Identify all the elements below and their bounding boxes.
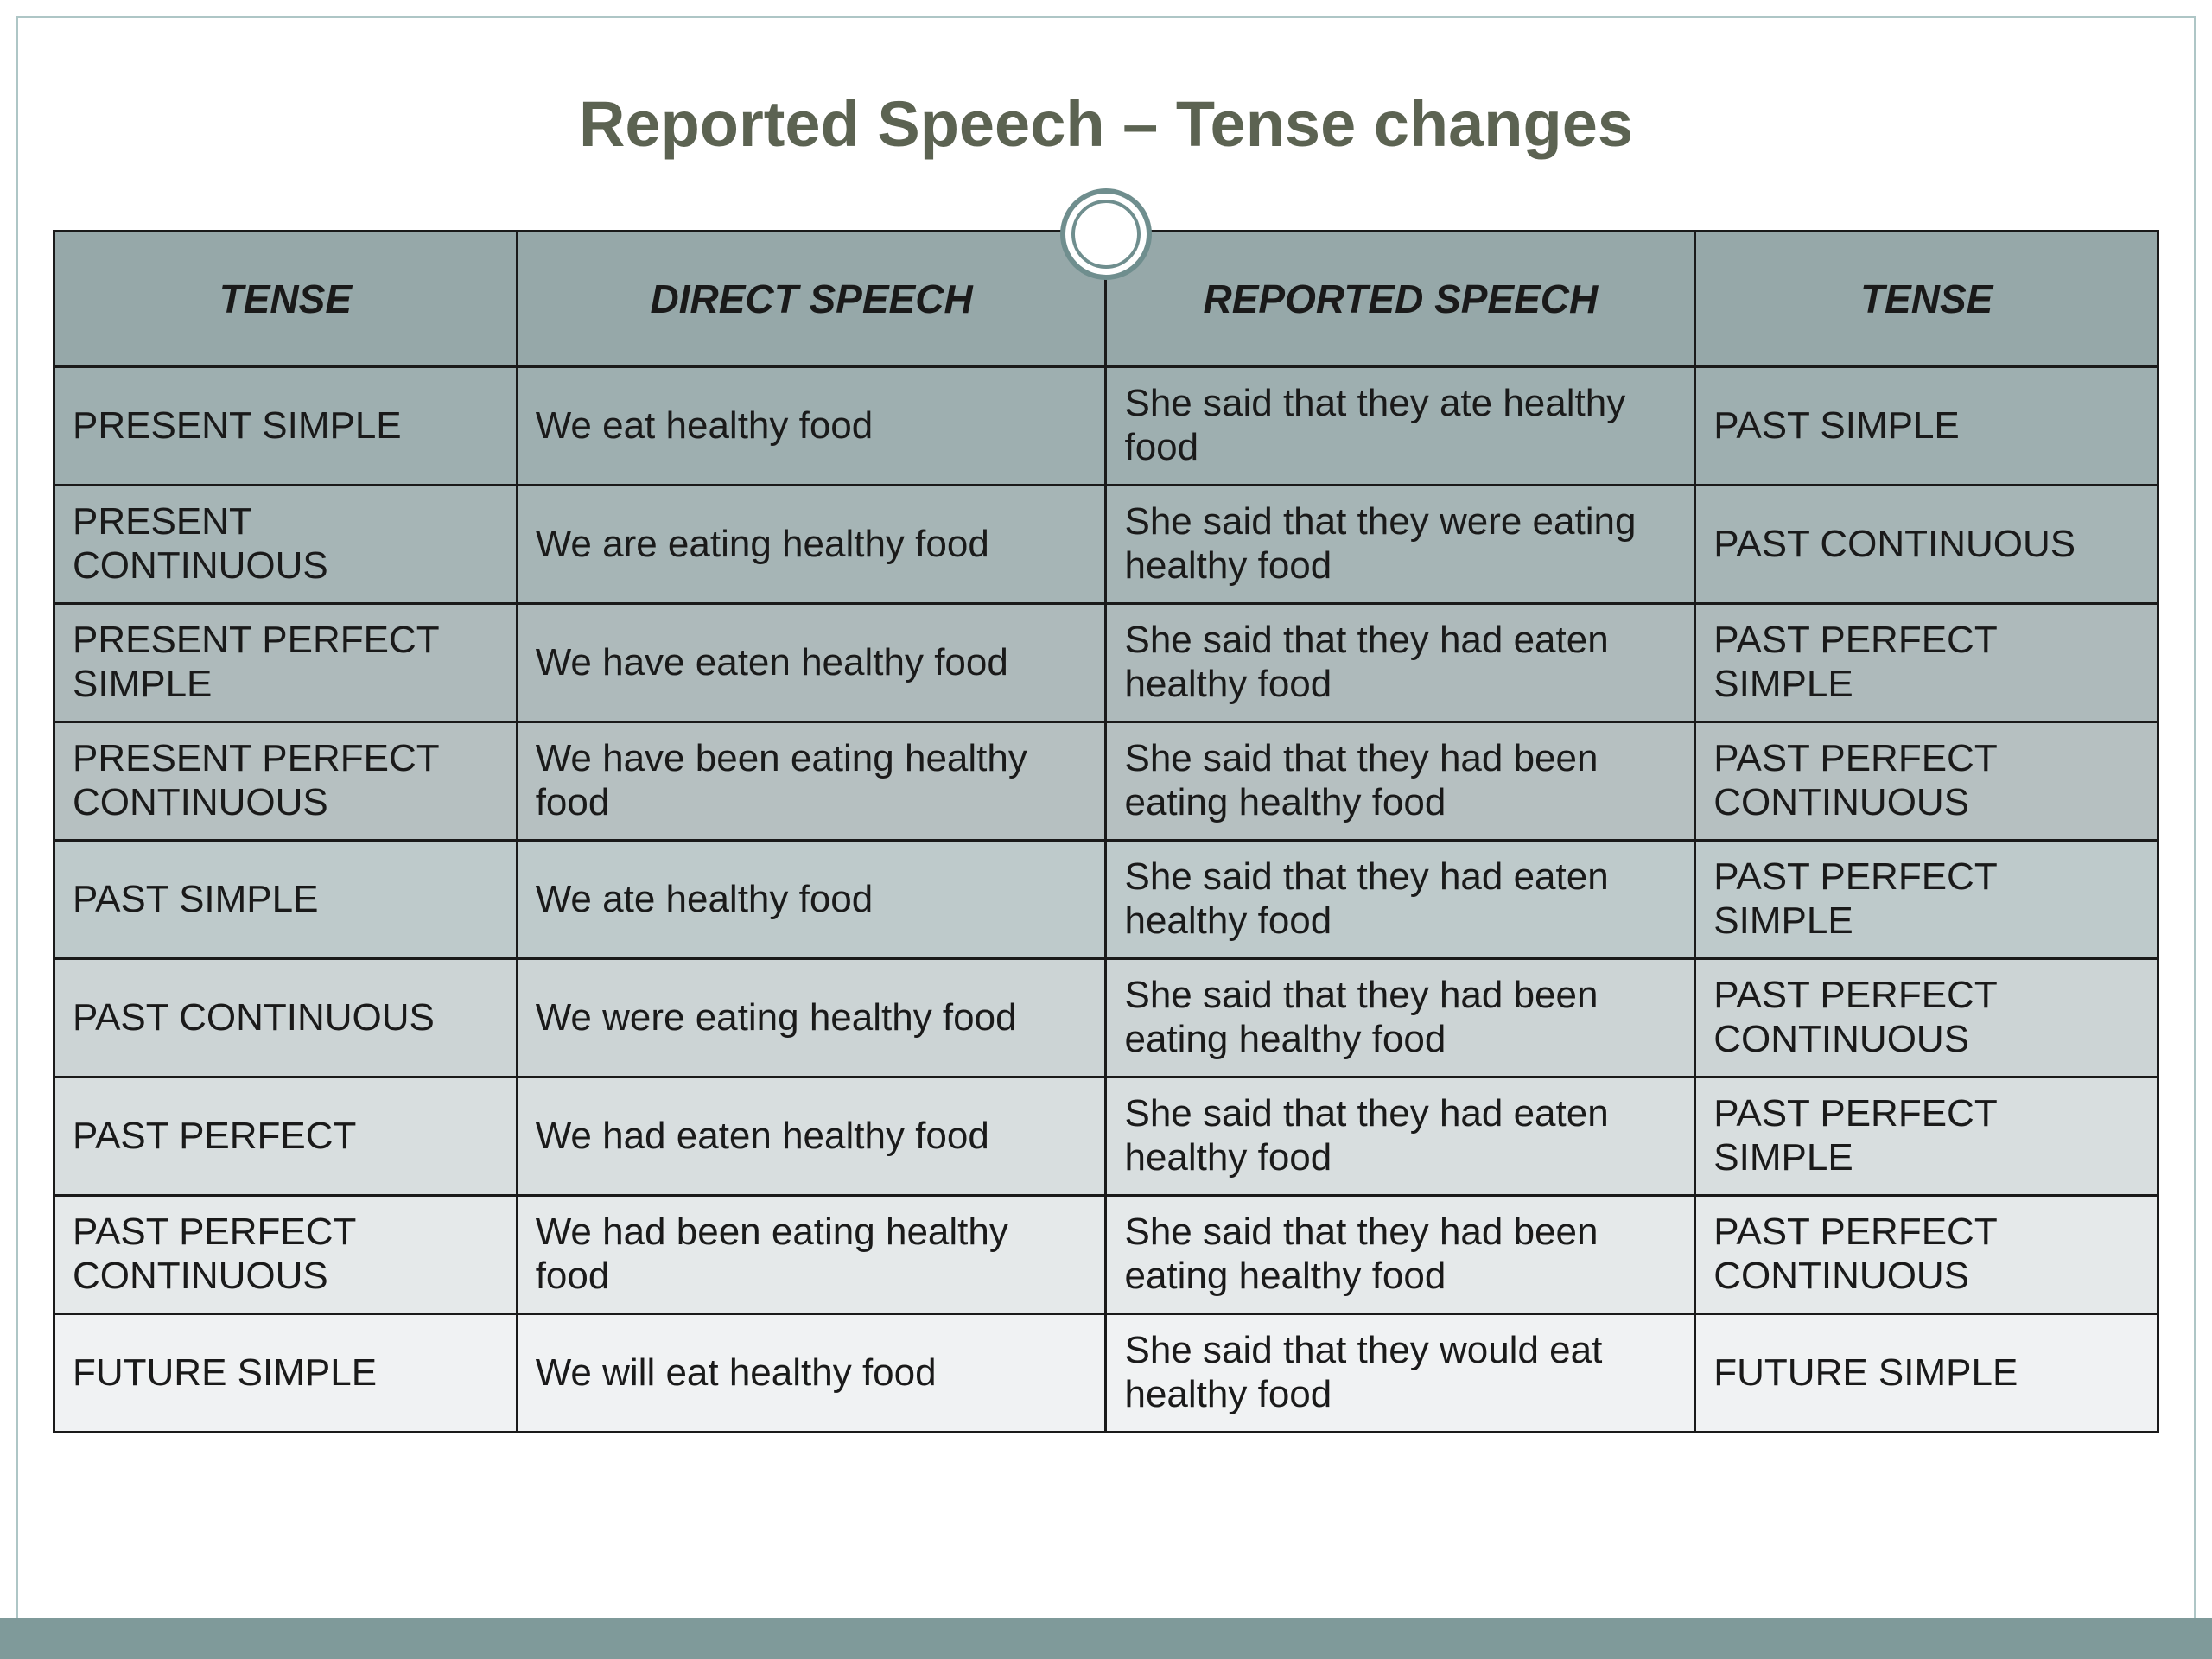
col-header-tense-left: TENSE — [54, 232, 518, 367]
cell-reported: She said that they had eaten healthy foo… — [1106, 841, 1695, 959]
cell-tense-right: FUTURE SIMPLE — [1695, 1314, 2158, 1433]
cell-tense-left: PRESENT PERFECT CONTINUOUS — [54, 722, 518, 841]
table-row: PRESENT CONTINUOUS We are eating healthy… — [54, 486, 2158, 604]
cell-direct: We eat healthy food — [517, 367, 1106, 486]
col-header-reported-speech: REPORTED SPEECH — [1106, 232, 1695, 367]
cell-reported: She said that they had been eating healt… — [1106, 722, 1695, 841]
cell-tense-right: PAST SIMPLE — [1695, 367, 2158, 486]
content-frame: Reported Speech – Tense changes TENSE — [16, 16, 2196, 1643]
cell-tense-right: PAST PERFECT CONTINUOUS — [1695, 722, 2158, 841]
cell-tense-left: PAST CONTINUOUS — [54, 959, 518, 1077]
cell-tense-left: PAST SIMPLE — [54, 841, 518, 959]
cell-direct: We will eat healthy food — [517, 1314, 1106, 1433]
tense-table: TENSE DIRECT SPEECH REPORTED SPEECH TENS… — [53, 230, 2159, 1433]
cell-direct: We were eating healthy food — [517, 959, 1106, 1077]
cell-tense-right: PAST CONTINUOUS — [1695, 486, 2158, 604]
cell-direct: We have eaten healthy food — [517, 604, 1106, 722]
col-header-tense-right: TENSE — [1695, 232, 2158, 367]
cell-reported: She said that they had eaten healthy foo… — [1106, 604, 1695, 722]
table-row: PAST PERFECT We had eaten healthy food S… — [54, 1077, 2158, 1196]
cell-tense-left: PRESENT PERFECT SIMPLE — [54, 604, 518, 722]
cell-tense-right: PAST PERFECT CONTINUOUS — [1695, 1196, 2158, 1314]
cell-direct: We had been eating healthy food — [517, 1196, 1106, 1314]
cell-reported: She said that they had eaten healthy foo… — [1106, 1077, 1695, 1196]
cell-tense-right: PAST PERFECT CONTINUOUS — [1695, 959, 2158, 1077]
cell-direct: We ate healthy food — [517, 841, 1106, 959]
cell-reported: She said that they had been eating healt… — [1106, 1196, 1695, 1314]
cell-direct: We had eaten healthy food — [517, 1077, 1106, 1196]
cell-reported: She said that they would eat healthy foo… — [1106, 1314, 1695, 1433]
ring-ornament-icon — [1058, 187, 1154, 286]
table-row: PRESENT SIMPLE We eat healthy food She s… — [54, 367, 2158, 486]
cell-tense-left: PAST PERFECT CONTINUOUS — [54, 1196, 518, 1314]
cell-tense-left: FUTURE SIMPLE — [54, 1314, 518, 1433]
cell-direct: We are eating healthy food — [517, 486, 1106, 604]
col-header-direct-speech: DIRECT SPEECH — [517, 232, 1106, 367]
table-wrap: TENSE DIRECT SPEECH REPORTED SPEECH TENS… — [53, 230, 2159, 1606]
cell-direct: We have been eating healthy food — [517, 722, 1106, 841]
cell-tense-left: PRESENT SIMPLE — [54, 367, 518, 486]
inner-content: Reported Speech – Tense changes TENSE — [53, 53, 2159, 1606]
footer-bar — [0, 1618, 2212, 1659]
table-row: FUTURE SIMPLE We will eat healthy food S… — [54, 1314, 2158, 1433]
slide: Reported Speech – Tense changes TENSE — [0, 0, 2212, 1659]
cell-reported: She said that they were eating healthy f… — [1106, 486, 1695, 604]
table-row: PRESENT PERFECT SIMPLE We have eaten hea… — [54, 604, 2158, 722]
cell-tense-right: PAST PERFECT SIMPLE — [1695, 841, 2158, 959]
table-row: PRESENT PERFECT CONTINUOUS We have been … — [54, 722, 2158, 841]
cell-reported: She said that they ate healthy food — [1106, 367, 1695, 486]
cell-tense-right: PAST PERFECT SIMPLE — [1695, 604, 2158, 722]
table-row: PAST PERFECT CONTINUOUS We had been eati… — [54, 1196, 2158, 1314]
cell-tense-left: PAST PERFECT — [54, 1077, 518, 1196]
table-row: PAST SIMPLE We ate healthy food She said… — [54, 841, 2158, 959]
cell-tense-left: PRESENT CONTINUOUS — [54, 486, 518, 604]
table-row: PAST CONTINUOUS We were eating healthy f… — [54, 959, 2158, 1077]
cell-reported: She said that they had been eating healt… — [1106, 959, 1695, 1077]
cell-tense-right: PAST PERFECT SIMPLE — [1695, 1077, 2158, 1196]
